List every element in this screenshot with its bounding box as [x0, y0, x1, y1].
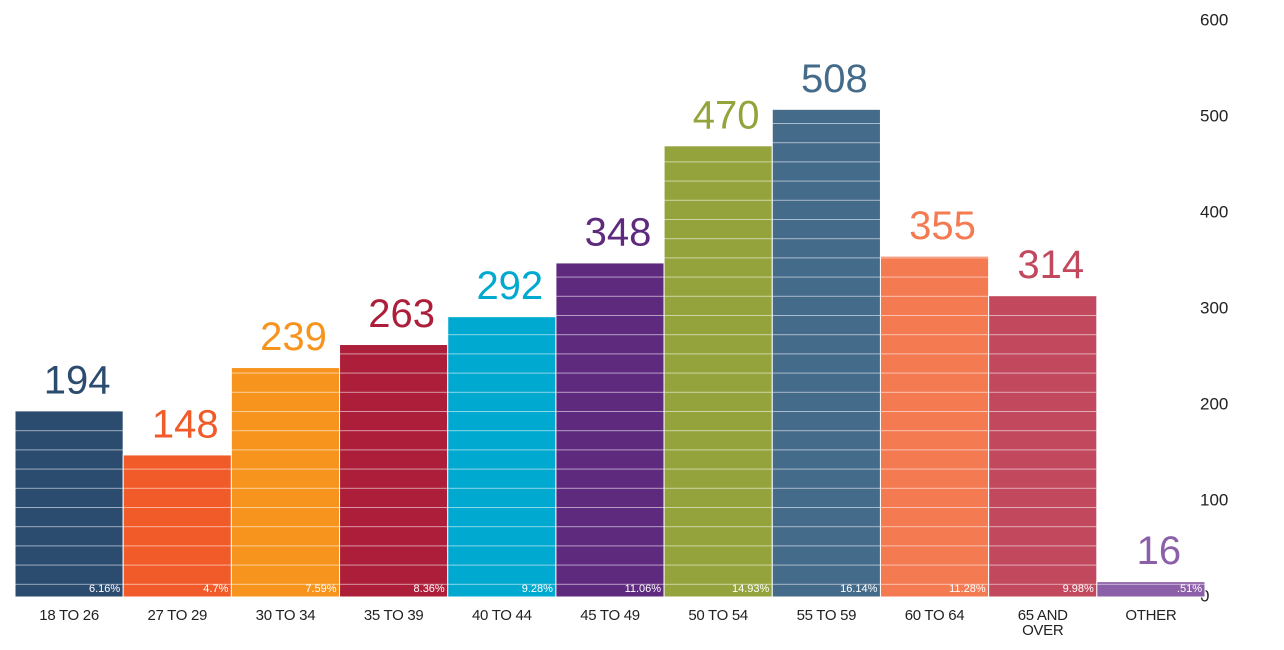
y-tick-label: 100 [1200, 490, 1228, 509]
share-label: 16.14% [840, 583, 878, 595]
bar [447, 316, 557, 598]
bar [122, 454, 232, 598]
x-tick-label: 55 TO 59 [796, 607, 857, 624]
value-label: 239 [260, 315, 327, 359]
y-tick-label: 300 [1200, 298, 1228, 317]
y-tick-label: 400 [1200, 202, 1228, 221]
share-label: 7.59% [305, 583, 336, 595]
share-label: .51% [1177, 583, 1202, 595]
share-label: 9.28% [522, 583, 553, 595]
x-tick-label: 65 AND OVER [1017, 607, 1068, 639]
x-tick-label: 45 TO 49 [580, 607, 640, 624]
share-label: 8.36% [414, 583, 445, 595]
value-label: 314 [1017, 243, 1084, 287]
share-label: 11.06% [625, 583, 662, 595]
value-label: 194 [44, 358, 111, 402]
x-tick-label: 60 TO 64 [904, 607, 965, 624]
x-tick-label: 40 TO 44 [472, 607, 532, 624]
share-label: 11.28% [949, 583, 986, 595]
bar [555, 262, 665, 598]
x-tick-label: 18 TO 26 [39, 607, 99, 624]
bar [988, 295, 1098, 598]
bar [663, 145, 773, 598]
bar [879, 255, 990, 598]
bar [339, 344, 449, 598]
bar [771, 108, 881, 598]
value-label: 148 [152, 402, 219, 446]
x-tick-label: 30 TO 34 [255, 607, 316, 624]
value-label: 470 [693, 93, 760, 137]
share-label: 14.93% [732, 583, 770, 595]
y-tick-label: 500 [1200, 106, 1228, 125]
value-label: 508 [801, 57, 868, 101]
x-tick-label: 27 TO 29 [147, 607, 208, 624]
value-label: 263 [368, 292, 435, 336]
value-label: 348 [585, 210, 652, 254]
bar [230, 367, 341, 598]
bar [14, 410, 124, 598]
x-tick-label: 50 TO 54 [688, 607, 748, 624]
value-label: 16 [1137, 529, 1182, 573]
y-tick-label: 600 [1200, 10, 1228, 29]
x-tick-label: OTHER [1125, 607, 1177, 624]
share-label: 6.16% [89, 583, 120, 595]
y-tick-label: 200 [1200, 394, 1228, 413]
share-label: 9.98% [1063, 583, 1094, 595]
value-label: 355 [909, 204, 976, 248]
share-label: 4.7% [203, 583, 228, 595]
x-tick-label: 35 TO 39 [363, 607, 424, 624]
value-label: 292 [476, 264, 543, 308]
